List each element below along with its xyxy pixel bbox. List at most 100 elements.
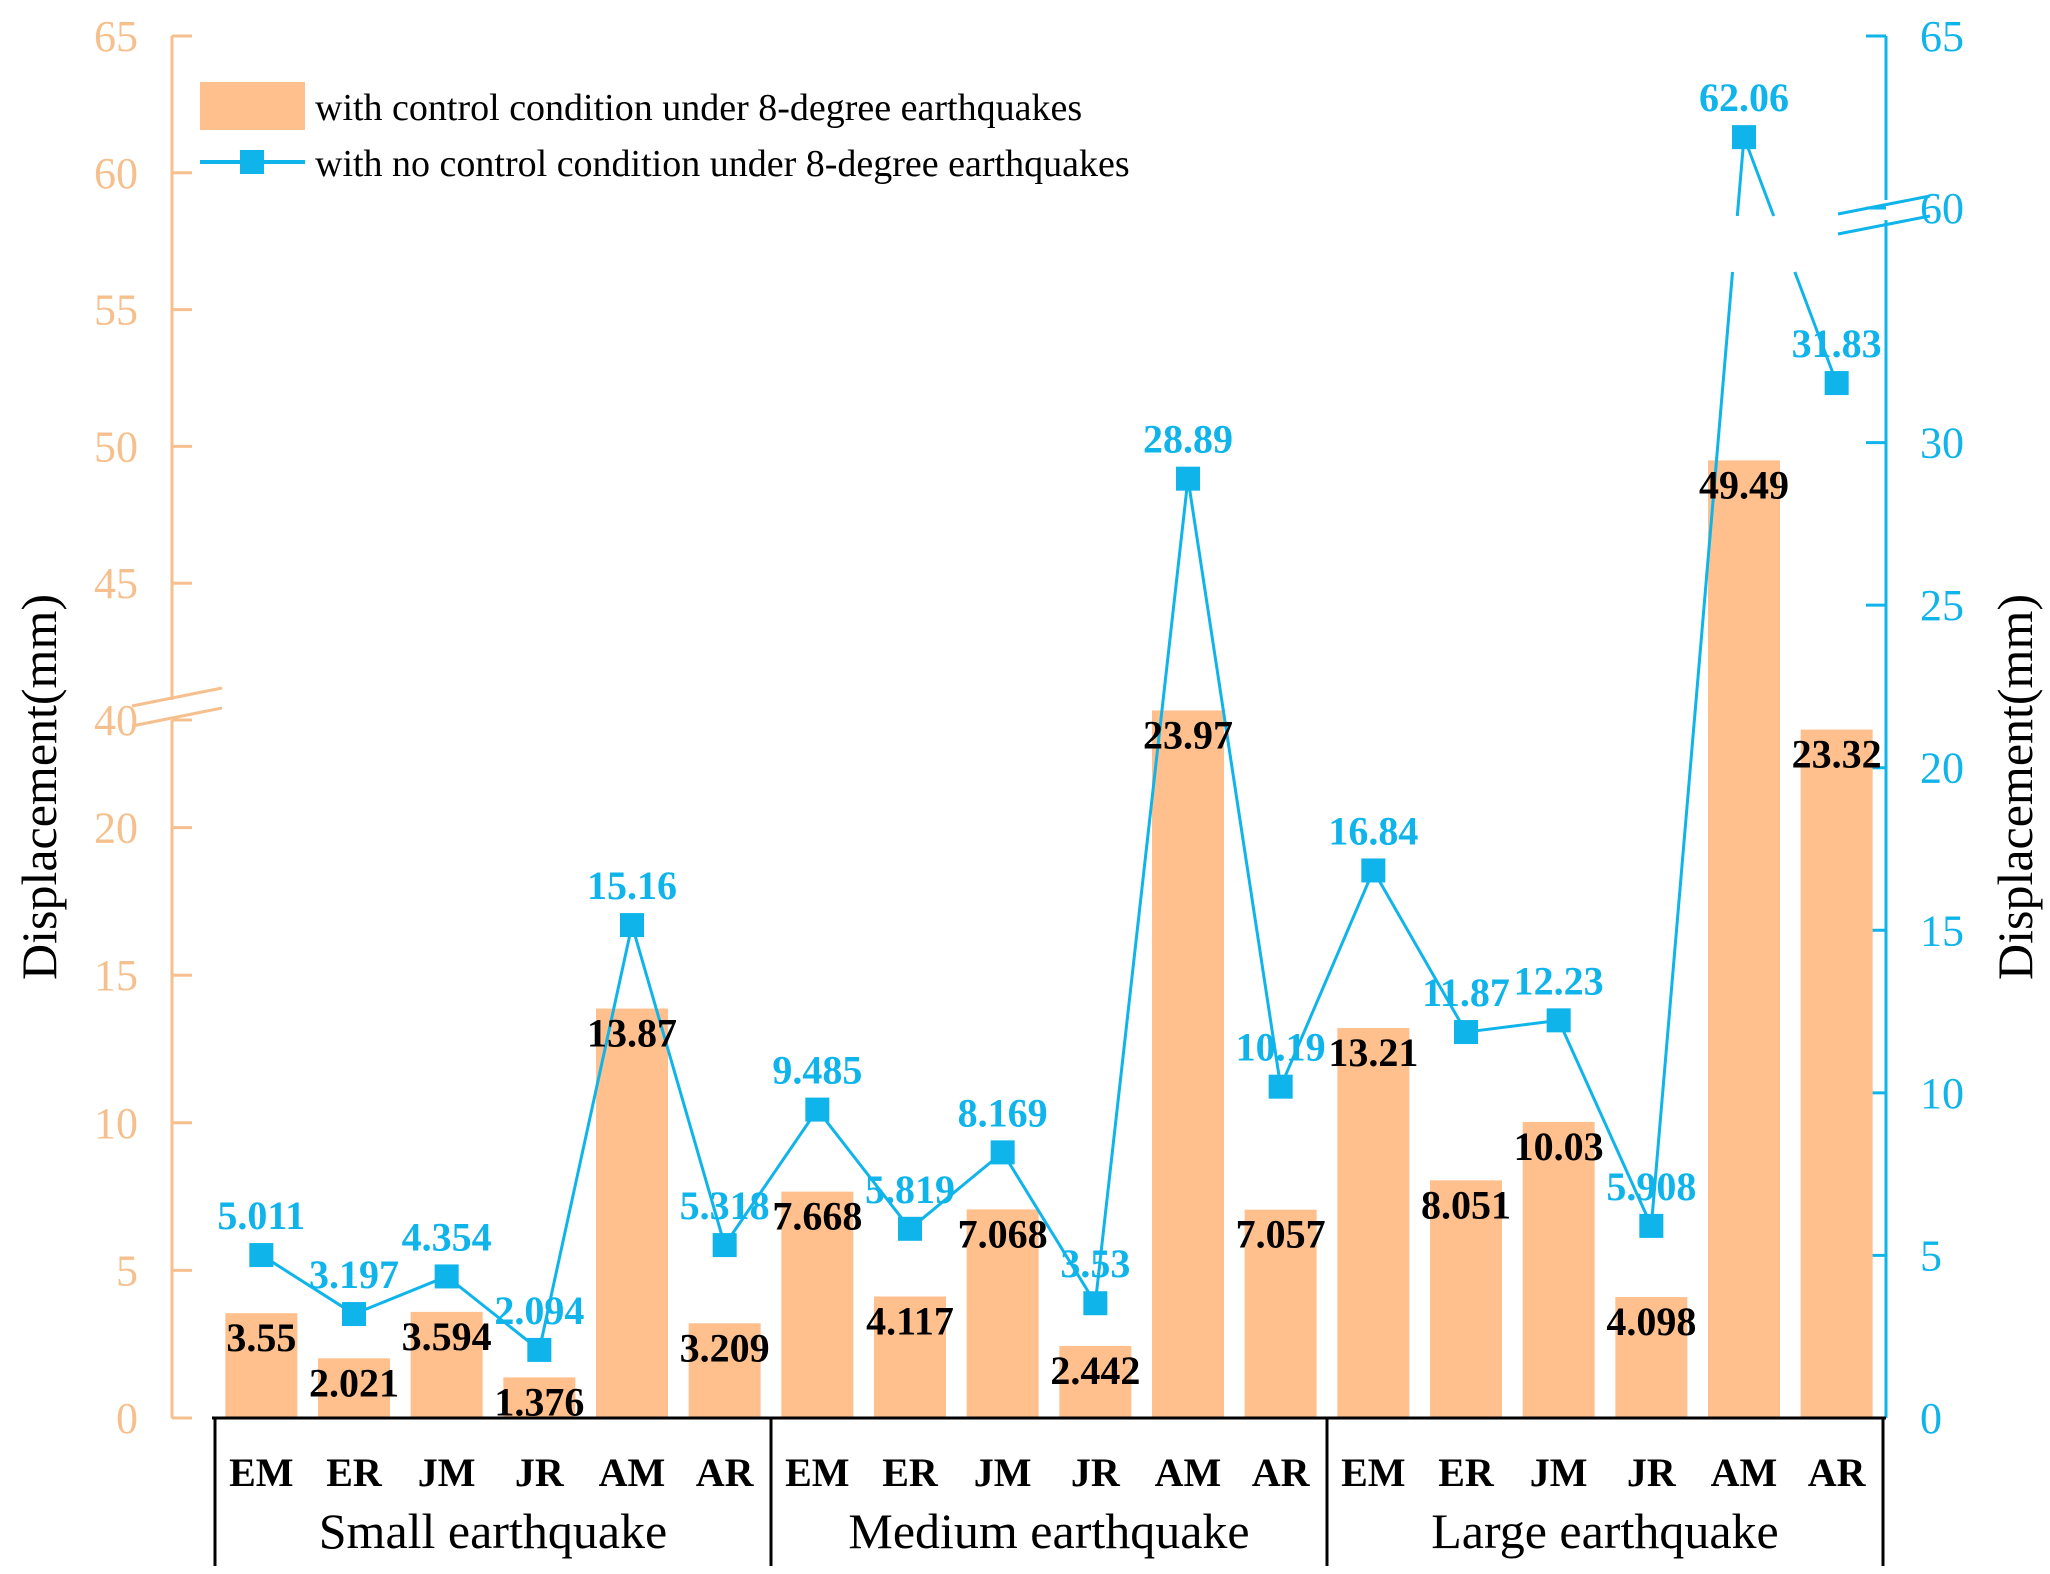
line-marker	[898, 1216, 922, 1241]
bar-value-label: 23.32	[1792, 732, 1882, 777]
right-tick-label: 10	[1920, 1069, 1964, 1118]
bar	[1152, 710, 1224, 1418]
bar	[1708, 686, 1780, 1418]
legend-line-marker	[240, 150, 264, 174]
left-axis-break-mark	[131, 686, 223, 708]
left-tick-label: 10	[94, 1099, 138, 1148]
x-tick-label: JM	[1530, 1450, 1588, 1495]
bar	[410, 1311, 483, 1418]
line-marker	[434, 1264, 459, 1289]
line-marker	[1824, 371, 1849, 396]
bar-value-label: 7.068	[958, 1211, 1048, 1256]
line-value-label: 5.318	[680, 1183, 770, 1228]
left-tick-label: 60	[94, 149, 138, 198]
bar-value-label: 4.117	[866, 1298, 954, 1343]
line-value-label: 8.169	[958, 1090, 1048, 1135]
x-tick-label: AM	[1155, 1450, 1222, 1495]
line-segment	[537, 924, 634, 1351]
x-tick-label: EM	[785, 1450, 849, 1495]
line-value-label: 11.87	[1422, 970, 1510, 1015]
bar	[596, 1008, 668, 1418]
line-segment	[1649, 271, 1735, 1227]
line-value-label: 5.819	[865, 1167, 955, 1212]
right-axis: 0 5 10 15 20 25 30 60 65	[1837, 12, 1964, 1443]
x-tick-label: AR	[1252, 1450, 1311, 1495]
right-tick-label: 30	[1920, 419, 1964, 468]
x-tick-label: AR	[696, 1450, 755, 1495]
left-tick-label: 50	[94, 422, 138, 471]
bar-value-label: 3.594	[402, 1314, 492, 1359]
line-segment	[1186, 478, 1283, 1087]
x-tick-label: JR	[515, 1450, 565, 1495]
line-marker	[1732, 125, 1756, 150]
line-segment	[816, 1108, 912, 1230]
line-segment	[1372, 869, 1468, 1033]
x-tick-label: EM	[1341, 1450, 1405, 1495]
bar	[1244, 1209, 1317, 1418]
line-marker	[1176, 466, 1200, 491]
legend: with control condition under 8-degree ea…	[200, 82, 1130, 185]
line-segment	[1735, 137, 1746, 217]
line-marker	[527, 1337, 552, 1362]
line-segment	[723, 1108, 819, 1246]
x-tick-label: AR	[1808, 1450, 1867, 1495]
right-tick-label: 15	[1920, 906, 1964, 955]
line-marker	[1361, 858, 1386, 883]
right-axis-break-mark	[1837, 214, 1931, 236]
bar-value-label: 4.098	[1606, 1299, 1696, 1344]
line-marker	[342, 1302, 366, 1327]
left-tick-label: 5	[116, 1246, 138, 1295]
line-series	[249, 125, 1849, 1362]
line-segment	[909, 1151, 1004, 1230]
line-marker	[1639, 1213, 1664, 1238]
bar	[1522, 1121, 1595, 1418]
line-segment	[353, 1275, 448, 1316]
line-value-label: 31.83	[1792, 321, 1882, 366]
bar-value-label: 2.442	[1050, 1348, 1140, 1393]
line-marker	[805, 1097, 830, 1122]
group-label: Large earthquake	[1431, 1503, 1779, 1559]
right-tick-label: 5	[1920, 1231, 1942, 1280]
x-tick-label: ER	[882, 1450, 939, 1495]
bar-value-label: 7.668	[772, 1194, 862, 1239]
line-segment	[260, 1253, 355, 1316]
bar-value-label: 2.021	[309, 1360, 399, 1405]
left-tick-label: 15	[94, 951, 138, 1000]
x-tick-label: ER	[326, 1450, 383, 1495]
line-marker	[990, 1140, 1015, 1165]
left-tick-label: 45	[94, 559, 138, 608]
line-value-label: 5.011	[217, 1193, 305, 1238]
line-value-label: 5.908	[1606, 1164, 1696, 1209]
x-tick-label: AM	[1711, 1450, 1778, 1495]
line-segment	[1742, 136, 1776, 217]
line-value-label: 3.197	[309, 1252, 399, 1297]
bar	[1430, 1180, 1502, 1418]
left-tick-label: 40	[94, 696, 138, 745]
right-axis-title: Displacement(mm)	[1987, 594, 2043, 980]
right-tick-label: 0	[1920, 1394, 1942, 1443]
bar	[1800, 729, 1873, 1418]
left-axis-break-mark	[131, 706, 223, 728]
line-value-label: 2.094	[494, 1288, 584, 1333]
bar	[966, 1209, 1039, 1418]
group-label: Small earthquake	[319, 1503, 668, 1559]
bar	[1615, 1297, 1688, 1418]
x-axis: EM ER JM JR AM AR EM ER JM JR AM AR EM ER JM JR AM AR Smal…	[212, 1416, 1886, 1566]
right-tick-label: 60	[1920, 184, 1964, 233]
left-tick-label: 65	[94, 12, 138, 61]
line-marker	[1454, 1020, 1478, 1045]
line-value-label: 28.89	[1143, 417, 1233, 462]
line-marker	[1546, 1008, 1571, 1033]
x-tick-label: EM	[229, 1450, 293, 1495]
right-axis-break-mark	[1837, 194, 1931, 216]
bar-value-label: 23.97	[1143, 712, 1233, 757]
right-tick-label: 20	[1920, 744, 1964, 793]
legend-bar-swatch	[200, 82, 305, 130]
line-value-label: 4.354	[402, 1214, 492, 1259]
group-label: Medium earthquake	[848, 1503, 1249, 1559]
bar-value-label: 3.55	[226, 1315, 296, 1360]
bar	[318, 1358, 390, 1418]
bar	[1708, 460, 1780, 708]
